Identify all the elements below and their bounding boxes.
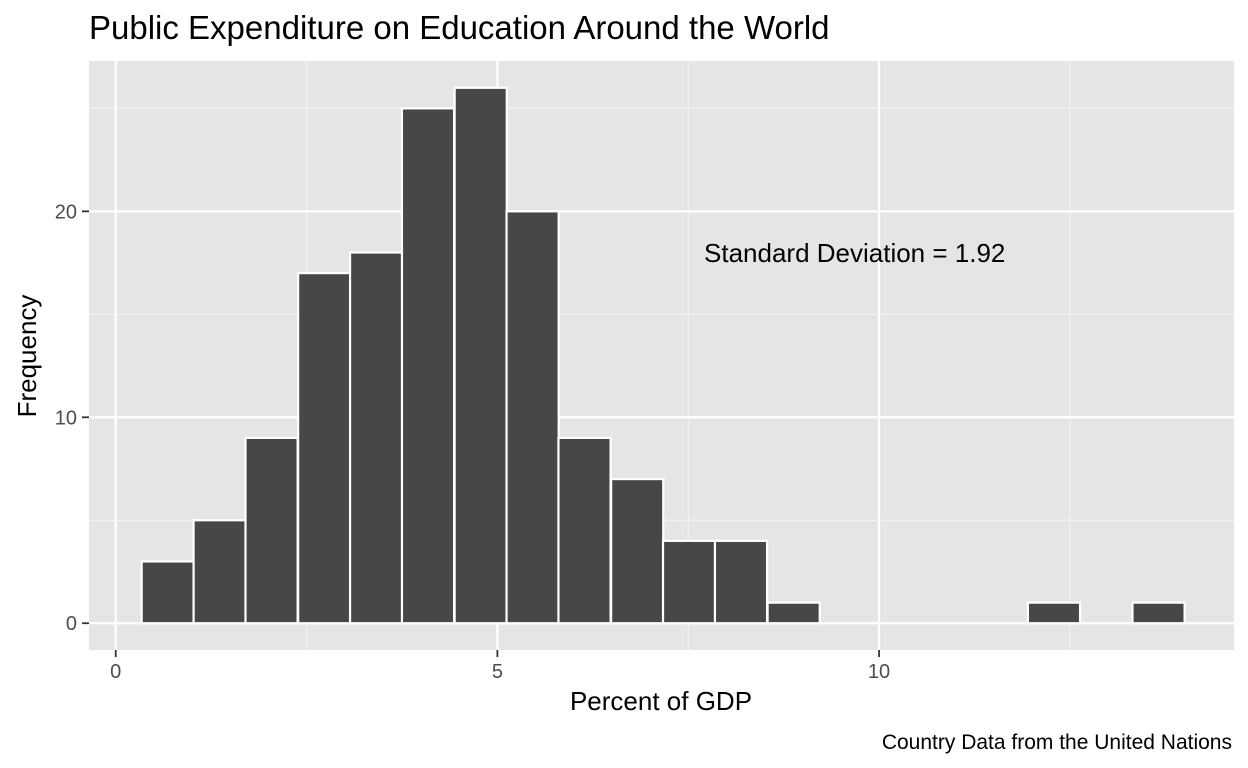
histogram-bar	[505, 210, 560, 625]
x-tick-label: 10	[868, 661, 890, 683]
axis-ticks: 0 5 10 0 10 20	[55, 201, 890, 683]
x-tick-label: 0	[110, 661, 121, 683]
histogram-bar	[400, 107, 456, 625]
histogram-bars	[140, 86, 1186, 625]
histogram-bar	[1131, 601, 1186, 625]
histogram-bar	[610, 477, 665, 625]
x-axis-title: Percent of GDP	[570, 686, 752, 716]
x-tick-label: 5	[492, 661, 503, 683]
histogram-bar	[192, 519, 247, 625]
chart-title: Public Expenditure on Education Around t…	[89, 9, 830, 46]
histogram-bar	[557, 436, 612, 625]
y-tick-label: 10	[55, 407, 77, 429]
histogram-bar	[140, 560, 195, 625]
y-tick-label: 20	[55, 201, 77, 223]
histogram-bar	[1026, 601, 1082, 625]
histogram-bar	[348, 251, 404, 625]
y-axis-title: Frequency	[12, 295, 42, 418]
histogram-bar	[766, 601, 821, 625]
chart-caption: Country Data from the United Nations	[882, 731, 1232, 754]
y-tick-label: 0	[66, 613, 77, 635]
histogram-bar	[713, 539, 769, 625]
std-dev-annotation: Standard Deviation = 1.92	[704, 238, 1005, 268]
histogram-bar	[453, 86, 508, 625]
histogram-bar	[661, 539, 717, 625]
histogram-bar	[244, 436, 299, 625]
histogram-bar	[297, 272, 352, 625]
